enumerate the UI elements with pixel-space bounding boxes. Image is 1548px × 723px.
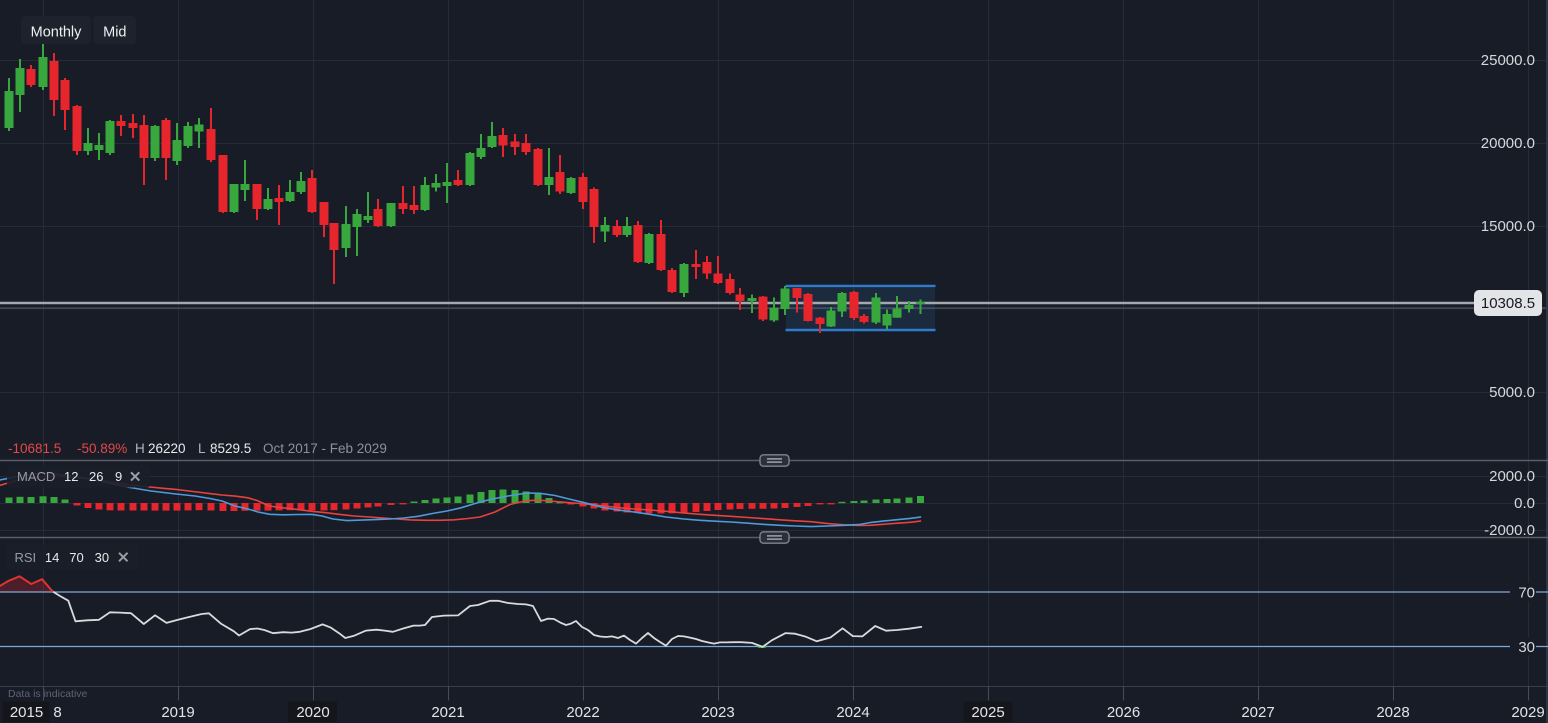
- svg-text:Data is indicative: Data is indicative: [8, 688, 88, 700]
- svg-text:2027: 2027: [1241, 704, 1274, 721]
- svg-text:-50.89%: -50.89%: [77, 441, 127, 456]
- svg-text:8: 8: [53, 704, 61, 721]
- svg-text:5000.0: 5000.0: [1489, 384, 1535, 401]
- svg-text:Mid: Mid: [103, 25, 126, 41]
- svg-text:2025: 2025: [971, 704, 1004, 721]
- svg-text:2023: 2023: [701, 704, 734, 721]
- svg-text:9: 9: [115, 469, 122, 484]
- svg-text:2020: 2020: [296, 704, 329, 721]
- svg-text:-10681.5: -10681.5: [8, 441, 61, 456]
- svg-text:20000.0: 20000.0: [1481, 135, 1535, 152]
- svg-text:14: 14: [45, 550, 59, 565]
- svg-text:26220: 26220: [148, 441, 186, 456]
- svg-text:H: H: [135, 441, 145, 456]
- svg-text:2015: 2015: [10, 704, 43, 721]
- svg-text:0.0: 0.0: [1514, 495, 1535, 512]
- svg-text:2026: 2026: [1107, 704, 1140, 721]
- svg-text:Monthly: Monthly: [31, 25, 83, 41]
- svg-text:2019: 2019: [161, 704, 194, 721]
- svg-text:2029: 2029: [1511, 704, 1544, 721]
- svg-text:Oct 2017 - Feb 2029: Oct 2017 - Feb 2029: [263, 441, 387, 456]
- svg-text:2022: 2022: [566, 704, 599, 721]
- svg-text:2024: 2024: [836, 704, 869, 721]
- svg-text:RSI: RSI: [15, 550, 37, 565]
- svg-text:8529.5: 8529.5: [210, 441, 251, 456]
- svg-text:MACD: MACD: [17, 469, 55, 484]
- svg-text:10308.5: 10308.5: [1481, 295, 1535, 312]
- svg-text:70: 70: [69, 550, 83, 565]
- svg-text:30: 30: [1518, 639, 1535, 656]
- svg-text:26: 26: [89, 469, 103, 484]
- svg-text:30: 30: [95, 550, 109, 565]
- svg-text:L: L: [198, 441, 206, 456]
- svg-text:70: 70: [1518, 585, 1535, 602]
- svg-text:12: 12: [64, 469, 78, 484]
- svg-text:2021: 2021: [431, 704, 464, 721]
- svg-text:2028: 2028: [1376, 704, 1409, 721]
- svg-text:2000.0: 2000.0: [1489, 468, 1535, 485]
- svg-text:15000.0: 15000.0: [1481, 218, 1535, 235]
- svg-text:25000.0: 25000.0: [1481, 52, 1535, 69]
- svg-text:-2000.0: -2000.0: [1484, 522, 1535, 539]
